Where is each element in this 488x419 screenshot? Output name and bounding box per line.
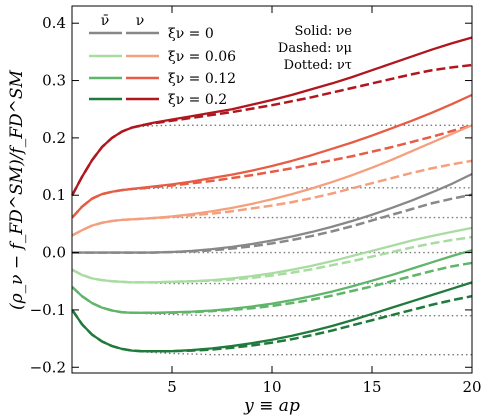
series-line-nu-xi-0_06-tau [71, 216, 472, 236]
series-line-antinu-xi-0_12-tau [71, 286, 472, 317]
y-tick-label: 0.2 [42, 129, 66, 147]
legend-label-0: ξν = 0 [168, 26, 214, 42]
y-tick-label: 0.4 [42, 14, 66, 32]
axis-ticks: 5 10 15 20 −0.2 −0.1 0.0 0.1 0.2 0.3 0.4 [30, 6, 482, 396]
y-tick-label: −0.1 [30, 301, 66, 319]
series-line-nu-xi-0_12-tau [71, 187, 472, 219]
linestyle-annotation: Solid: νe Dashed: νμ Dotted: ντ [278, 24, 352, 73]
series-line-nu-xi-0_12-e [71, 93, 473, 219]
series-line-nu-xi-0_2-tau [71, 124, 472, 196]
y-tick-label: 0.3 [42, 72, 66, 90]
legend-label-1: ξν = 0.06 [168, 49, 236, 65]
series-line-antinu-xi-0_2-e [71, 281, 473, 353]
series-line-both-xi-0-e [72, 172, 473, 254]
legend-header-antinu: ν̄ [101, 13, 110, 29]
series-line-nu-xi-0_06-e [71, 124, 473, 237]
x-tick-label: 15 [362, 378, 381, 396]
x-tick-label: 5 [167, 378, 177, 396]
legend-label-2: ξν = 0.12 [168, 71, 236, 87]
series-line-antinu-xi-0_12-mu [71, 261, 473, 315]
x-tick-label: 20 [462, 378, 481, 396]
y-axis-title: (ρ_ν − f_FD^SM)/f_FD^SM [7, 69, 27, 309]
series-line-antinu-xi-0_12-e [71, 249, 473, 314]
annotation-solid: Solid: νe [295, 24, 353, 39]
legend-header-nu: ν [136, 13, 145, 29]
legend-label-3: ξν = 0.2 [168, 92, 227, 108]
y-tick-label: 0.1 [42, 186, 66, 204]
series-line-both-xi-0-mu [72, 193, 473, 254]
series-line-nu-xi-0_12-mu [71, 124, 473, 219]
x-tick-label: 10 [262, 378, 281, 396]
series-line-nu-xi-0_2-e [71, 36, 473, 196]
annotation-dotted: Dotted: ντ [284, 58, 352, 73]
series-line-antinu-xi-0_2-tau [71, 309, 472, 356]
x-axis-title: y ≡ ap [243, 396, 300, 416]
legend: ν̄ ν ξν = 0 ξν = 0.06 ξν = 0.12 ξν = 0.2 [89, 13, 236, 108]
series-line-antinu-xi-0_06-e [71, 226, 473, 284]
annotation-dashed: Dashed: νμ [278, 41, 352, 56]
curves-layer [71, 36, 473, 356]
y-tick-label: 0.0 [42, 244, 66, 262]
series-line-nu-xi-0_2-mu [71, 63, 473, 196]
y-tick-label: −0.2 [30, 358, 66, 376]
